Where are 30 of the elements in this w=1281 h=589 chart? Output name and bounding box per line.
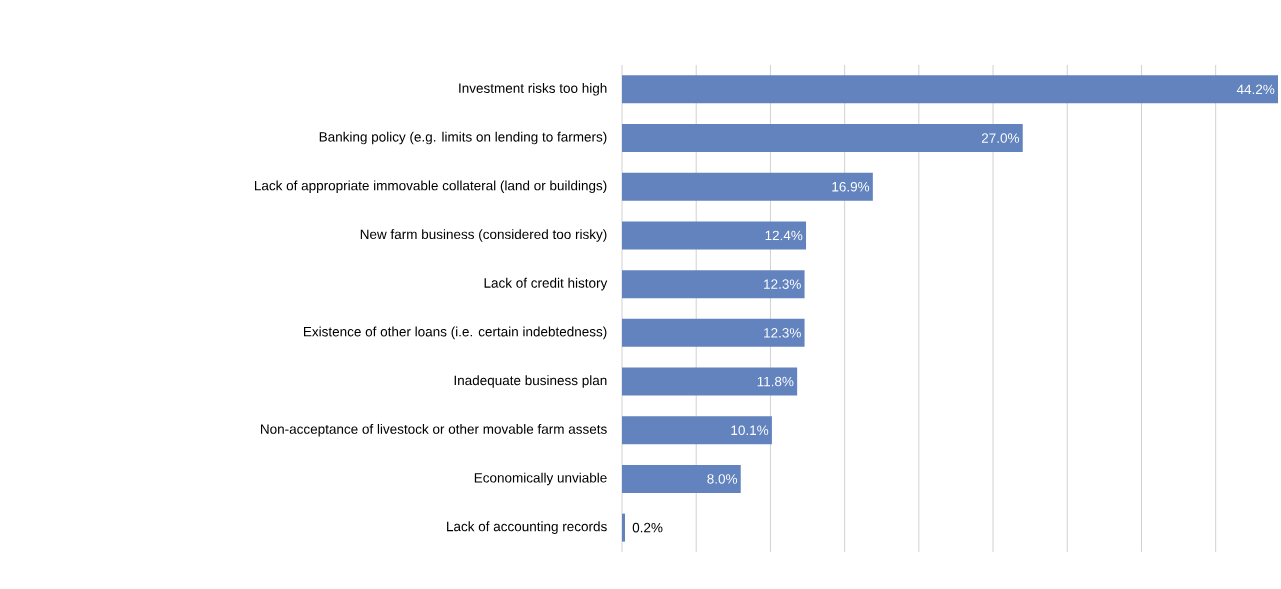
bar [622,416,772,445]
y-tick-label: Lack of credit history [484,277,608,291]
data-label: 10.1% [731,425,769,436]
bar [622,172,873,201]
y-tick-label: Existence of other loans (i.e. certain indebtedness) [304,326,607,340]
y-tick-label: Non-acceptance of livestock or other movable farm assets [261,423,607,437]
y-tick-label: Investment risks too high [459,83,607,96]
data-label: 12.3% [764,328,801,338]
y-tick-label: Economically unviable [474,472,607,486]
data-label: 16.9% [832,181,870,192]
data-label: 44.2% [1236,84,1275,95]
bar [622,318,805,347]
bar [622,124,1023,153]
y-tick-label: Lack of accounting records [447,521,607,534]
data-label: 12.3% [764,279,801,289]
bar [622,464,741,493]
bar [622,513,625,542]
bar [622,270,805,299]
y-tick-label: Banking policy (e.g. limits on lending to farmers) [319,131,607,145]
bar [622,367,798,396]
y-tick-label: New farm business (considered too risky) [360,229,607,242]
data-label: 8.0% [707,474,738,484]
data-label: 27.0% [981,133,1020,143]
y-tick-label: Inadequate business plan [454,375,607,388]
bar [622,221,807,250]
data-label: 0.2% [632,522,663,533]
y-tick-label: Lack of appropriate immovable collateral (land or buildings) [254,180,607,194]
bar [622,75,1279,104]
data-label: 12.4% [765,230,803,241]
data-label: 11.8% [757,376,794,387]
